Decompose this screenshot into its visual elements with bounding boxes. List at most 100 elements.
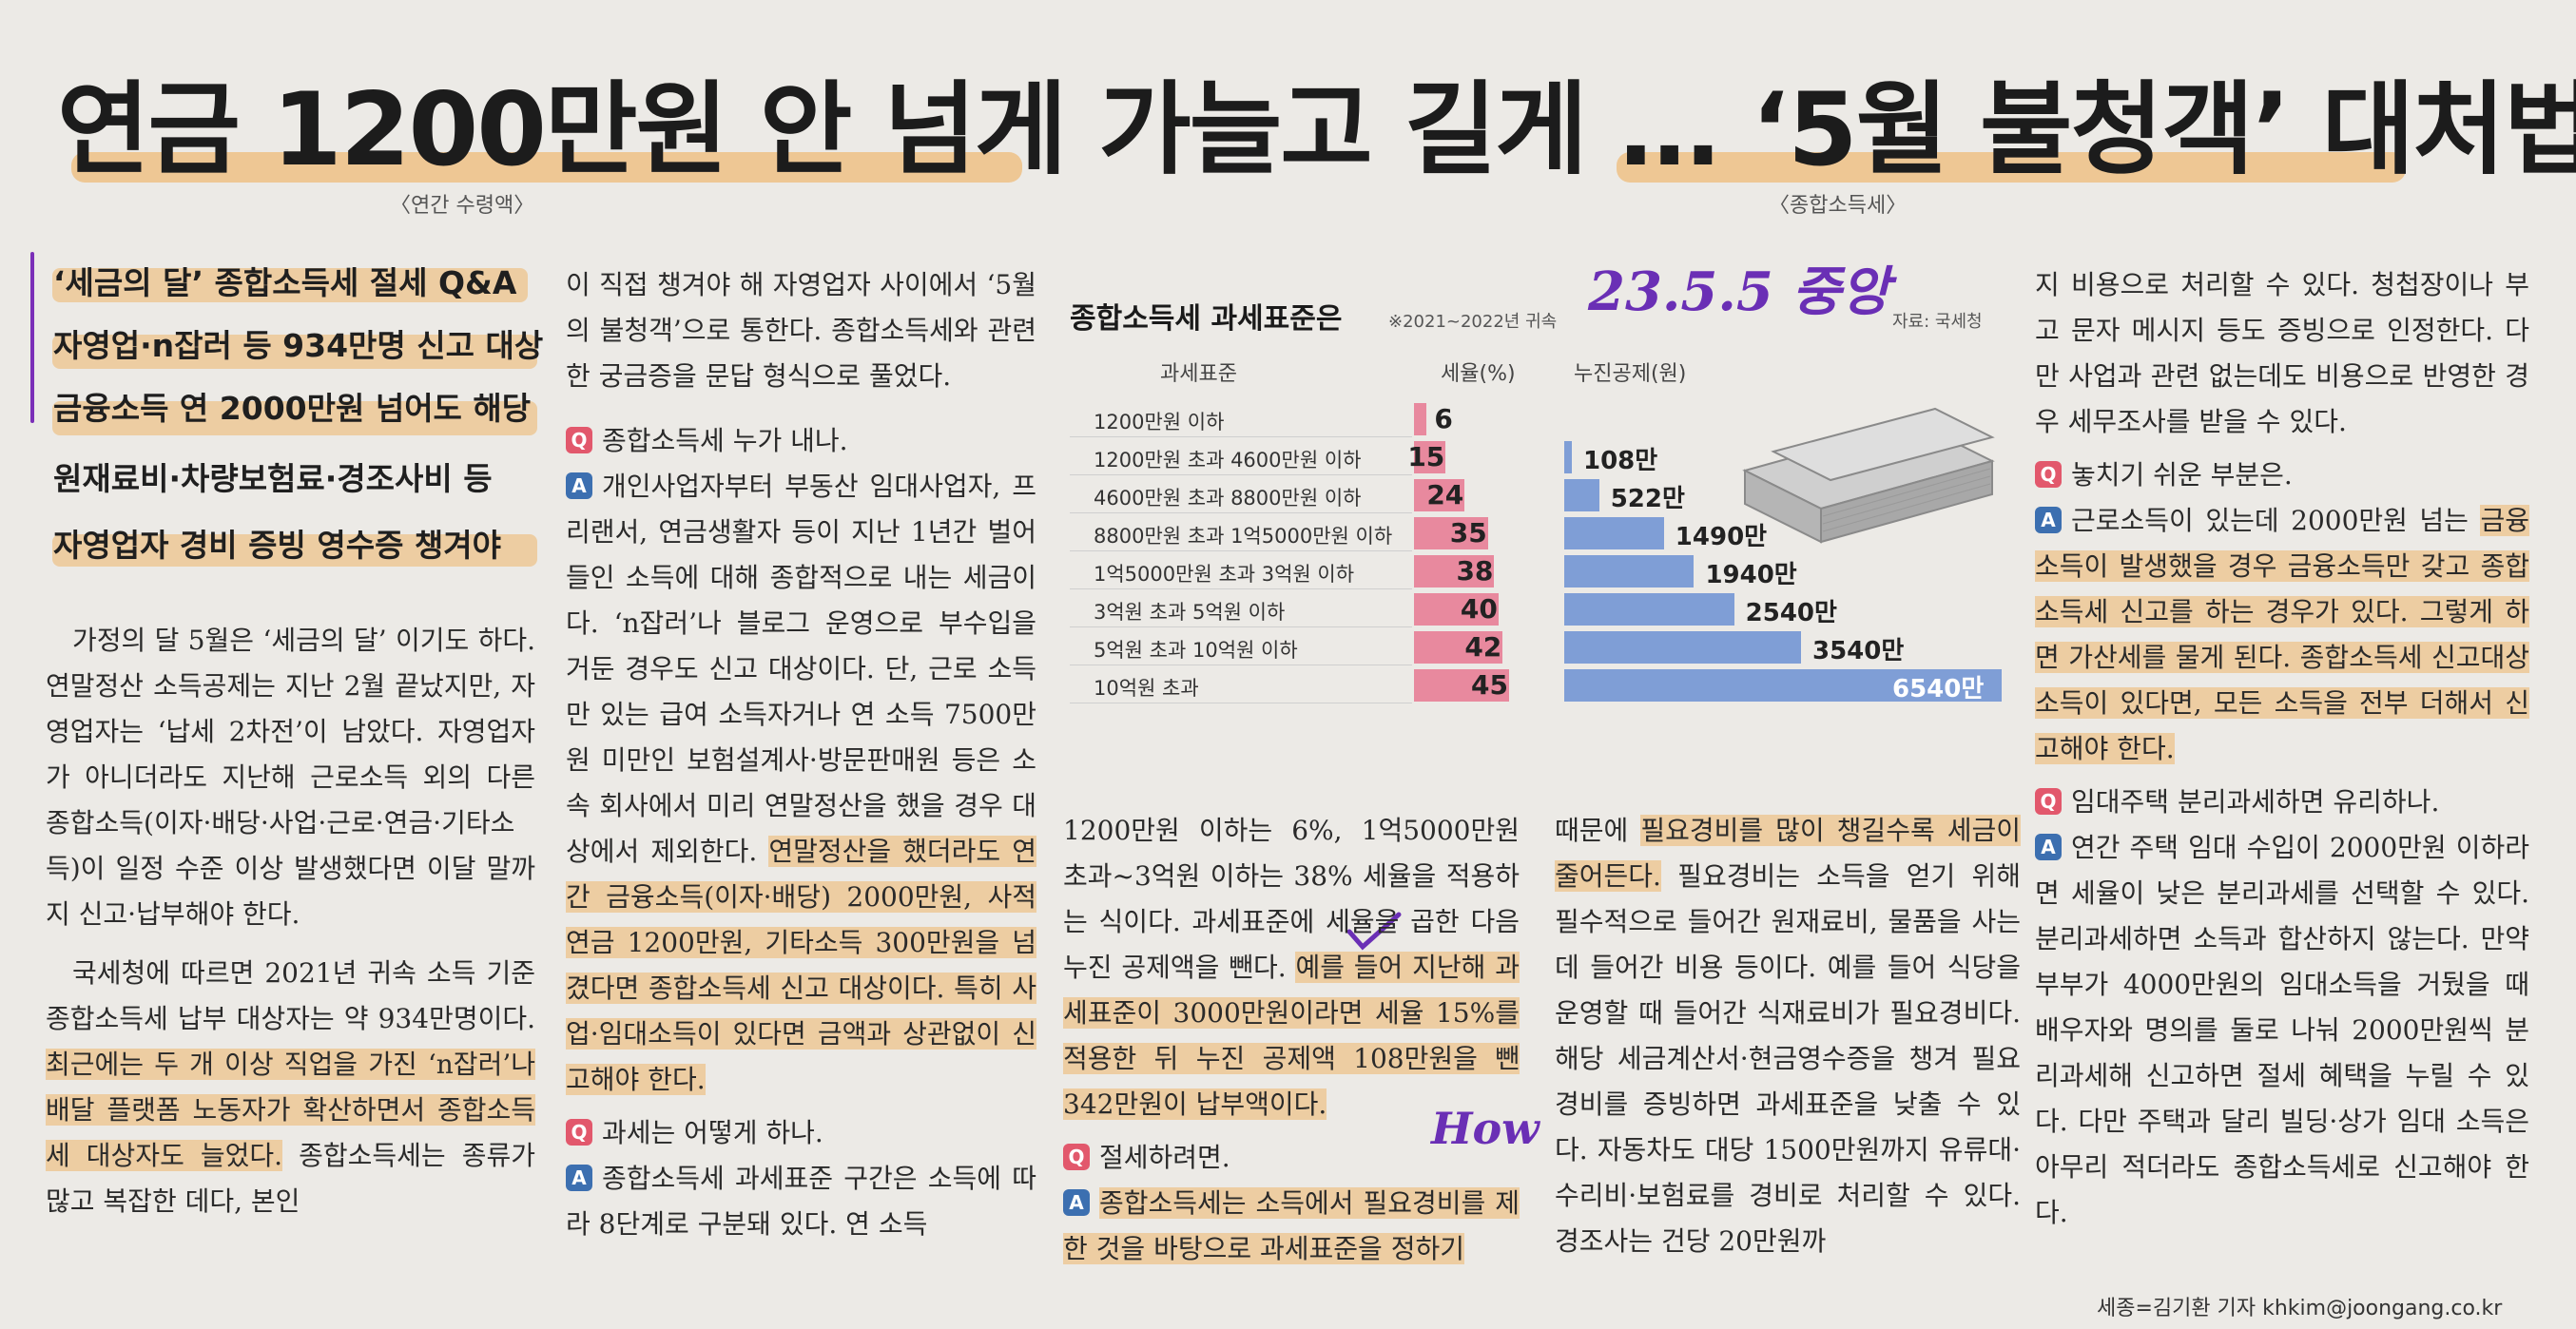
deduction-bar — [1564, 441, 1572, 473]
article-column-1: 가정의 달 5월은 ‘세금의 달’ 이기도 하다. 연말정산 소득공제는 지난 … — [46, 618, 535, 1224]
question: Q 임대주택 분리과세하면 유리하나. — [2035, 780, 2529, 825]
bracket-label: 8800만원 초과 1억5000만원 이하 — [1094, 525, 1393, 548]
article-column-2: 이 직접 챙겨야 해 자영업자 사이에서 ‘5월의 불청객’으로 통한다. 종합… — [566, 262, 1036, 1247]
question: Q 놓치기 쉬운 부분은. — [2035, 453, 2529, 498]
answer: A 종합소득세는 소득에서 필요경비를 제한 것을 바탕으로 과세표준을 정하기 — [1063, 1181, 1520, 1272]
answer: A 종합소득세 과세표준 구간은 소득에 따라 8단계로 구분돼 있다. 연 소득 — [566, 1156, 1036, 1247]
article-column-5: 지 비용으로 처리할 수 있다. 청첩장이나 부고 문자 메시지 등도 증빙으로… — [2035, 262, 2529, 1236]
headline-note-left: 〈연간 수령액〉 — [390, 194, 535, 218]
deduction-bar — [1564, 479, 1599, 511]
bracket-label: 5억원 초과 10억원 이하 — [1094, 639, 1298, 662]
deduction-value: 522만 — [1610, 485, 1685, 513]
highlighted-text: 최근에는 두 개 이상 직업을 가진 ‘n잡러’나 배달 플랫폼 노동자가 확산… — [46, 1049, 535, 1171]
bracket-label: 3억원 초과 5억원 이하 — [1094, 601, 1286, 624]
summary: ‘세금의 달’ 종합소득세 절세 Q&A 자영업·n잡러 등 934만명 신고 … — [53, 255, 557, 580]
deduction-bar — [1564, 593, 1734, 626]
question: Q 절세하려면. — [1063, 1135, 1520, 1181]
question-text: 놓치기 쉬운 부분은. — [2071, 459, 2293, 491]
answer-badge: A — [2035, 507, 2062, 533]
deduction-bar — [1564, 555, 1695, 587]
bracket-label: 1200만원 초과 4600만원 이하 — [1094, 449, 1362, 472]
summary-line-1: ‘세금의 달’ 종합소득세 절세 Q&A — [53, 264, 517, 301]
rate-value: 35 — [1449, 517, 1487, 549]
rate-bar — [1414, 517, 1488, 549]
answer-badge: A — [1063, 1189, 1090, 1216]
question-badge: Q — [2035, 461, 2062, 488]
question-badge: Q — [1063, 1144, 1090, 1170]
text-run: 종합소득세는 종류가 많고 복잡한 데다, 본인 — [46, 1140, 535, 1217]
deduction-value: 108만 — [1583, 447, 1658, 475]
rate-value: 15 — [1407, 441, 1445, 472]
chart-row-divider — [1070, 436, 1412, 437]
column-header-deduction: 누진공제(원) — [1574, 362, 1687, 386]
summary-line-4: 원재료비·차량보험료·경조사비 등 — [53, 460, 493, 497]
rate-value: 40 — [1460, 593, 1498, 625]
answer-badge: A — [2035, 834, 2062, 860]
chart-row-divider — [1070, 512, 1412, 513]
summary-line-2: 자영업·n잡러 등 934만명 신고 대상 — [53, 327, 544, 364]
answer-badge: A — [566, 472, 592, 499]
column-header-bracket: 과세표준 — [1160, 362, 1237, 386]
deduction-bar — [1564, 517, 1664, 549]
summary-line-3: 금융소득 연 2000만원 넘어도 해당 — [53, 390, 532, 427]
paragraph: 때문에 필요경비를 많이 챙길수록 세금이 줄어든다. 필요경비는 소득을 얻기… — [1555, 808, 2022, 1264]
check-mark-icon — [1346, 912, 1402, 951]
handwritten-how: How — [1431, 1103, 1540, 1154]
chart-row-divider — [1070, 664, 1412, 665]
highlighted-text: 금융소득이 발생했을 경우 금융소득만 갖고 종합소득세 신고를 하는 경우가 … — [2035, 505, 2529, 764]
rate-value: 6 — [1434, 403, 1453, 434]
question-text: 과세는 어떻게 하나. — [602, 1117, 823, 1148]
deduction-bar — [1564, 669, 2002, 702]
rate-value: 45 — [1471, 669, 1508, 701]
paragraph: 국세청에 따르면 2021년 귀속 소득 기준 종합소득세 납부 대상자는 약 … — [46, 951, 535, 1224]
text-run: 근로소득이 있는데 2000만원 넘는 — [2071, 505, 2481, 536]
text-run: 종합소득세 과세표준 구간은 소득에 따라 8단계로 구분돼 있다. 연 소득 — [566, 1163, 1036, 1240]
summary-highlight — [52, 268, 528, 302]
deduction-value: 2540만 — [1745, 599, 1837, 627]
headline-highlight — [71, 152, 1022, 183]
text-run: 연간 주택 임대 수입이 2000만원 이하라면 세율이 낮은 분리과세를 선택… — [2035, 832, 2529, 1228]
question: Q 과세는 어떻게 하나. — [566, 1110, 1036, 1156]
text-run: 1200만원 이하는 6%, 1억5000만원 초과~3억원 이하는 38% 세… — [1063, 815, 1520, 983]
summary-line-5: 자영업자 경비 증빙 영수증 챙겨야 — [53, 527, 501, 564]
paragraph: 1200만원 이하는 6%, 1억5000만원 초과~3억원 이하는 38% 세… — [1063, 808, 1520, 1127]
text-run: 때문에 — [1555, 815, 1641, 846]
chart-subtitle: ※2021~2022년 귀속 — [1388, 312, 1558, 332]
bracket-label: 1억5000만원 초과 3억원 이하 — [1094, 563, 1355, 586]
question-text: 종합소득세 누가 내나. — [602, 425, 848, 456]
rate-bar — [1414, 555, 1495, 587]
question-text: 절세하려면. — [1099, 1142, 1230, 1173]
paragraph: 가정의 달 5월은 ‘세금의 달’ 이기도 하다. 연말정산 소득공제는 지난 … — [46, 625, 535, 930]
money-stack-illustration — [1742, 407, 1995, 544]
chart-row-divider — [1070, 626, 1412, 627]
rate-value: 38 — [1456, 555, 1494, 587]
summary-highlight — [52, 335, 537, 369]
rate-bar — [1414, 593, 1499, 626]
chart-row-divider — [1070, 588, 1412, 589]
article-column-4: 때문에 필요경비를 많이 챙길수록 세금이 줄어든다. 필요경비는 소득을 얻기… — [1555, 808, 2022, 1264]
rate-bar — [1414, 403, 1427, 435]
chart-row-divider — [1070, 550, 1412, 551]
headline-note-right: 〈종합소득세〉 — [1769, 194, 1908, 218]
chart-title: 종합소득세 과세표준은 — [1070, 302, 1343, 336]
question: Q 종합소득세 누가 내나. — [566, 418, 1036, 464]
deduction-value: 1490만 — [1675, 523, 1768, 551]
article-column-3: 1200만원 이하는 6%, 1억5000만원 초과~3억원 이하는 38% 세… — [1063, 808, 1520, 1272]
bracket-label: 4600만원 초과 8800만원 이하 — [1094, 487, 1362, 510]
question-badge: Q — [566, 1119, 592, 1146]
answer: A 개인사업자부터 부동산 임대사업자, 프리랜서, 연금생활자 등이 지난 1년… — [566, 464, 1036, 1103]
column-header-rate: 세율(%) — [1441, 362, 1516, 386]
deduction-value: 3540만 — [1811, 637, 1905, 665]
summary-highlight — [52, 401, 537, 435]
question-text: 임대주택 분리과세하면 유리하나. — [2071, 786, 2440, 818]
highlighted-text: 종합소득세는 소득에서 필요경비를 제한 것을 바탕으로 과세표준을 정하기 — [1063, 1187, 1520, 1264]
text-run: 필요경비는 소득을 얻기 위해 필수적으로 들어간 원재료비, 물품을 사는데 … — [1555, 860, 2021, 1257]
answer: A 근로소득이 있는데 2000만원 넘는 금융소득이 발생했을 경우 금융소득만… — [2035, 498, 2529, 772]
summary-margin-mark — [30, 252, 34, 423]
rate-bar — [1414, 441, 1446, 473]
headline: 연금 1200만원 안 넘게 가늘고 길게 … ‘5월 불청객’ 대처법 — [57, 71, 2576, 188]
text-run: 국세청에 따르면 2021년 귀속 소득 기준 종합소득세 납부 대상자는 약 … — [46, 957, 535, 1034]
deduction-value: 6540만 — [1892, 675, 1985, 703]
chart-row-divider — [1070, 474, 1412, 475]
answer: A 연간 주택 임대 수입이 2000만원 이하라면 세율이 낮은 분리과세를 선… — [2035, 825, 2529, 1236]
